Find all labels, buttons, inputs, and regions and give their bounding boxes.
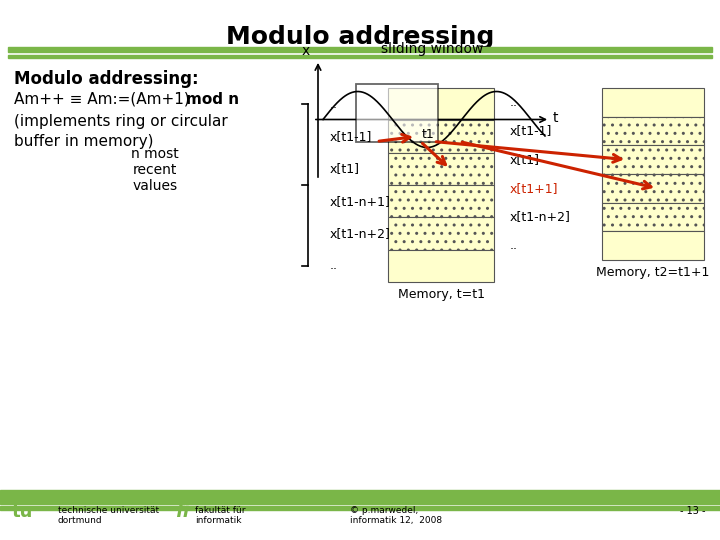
Text: Modulo addressing:: Modulo addressing: <box>14 70 199 88</box>
Text: x[t1]: x[t1] <box>510 153 540 166</box>
Text: ..: .. <box>330 259 338 272</box>
Text: x[t1-1]: x[t1-1] <box>510 125 552 138</box>
Bar <box>8 47 712 52</box>
Text: sliding window: sliding window <box>381 42 484 56</box>
Text: x[t1-n+1]: x[t1-n+1] <box>330 194 391 208</box>
Bar <box>602 145 704 174</box>
Text: t1: t1 <box>422 127 435 140</box>
Text: x: x <box>302 44 310 58</box>
Text: buffer in memory): buffer in memory) <box>14 134 153 149</box>
Text: Memory, t=t1: Memory, t=t1 <box>397 288 485 301</box>
Bar <box>388 185 494 217</box>
Text: ..: .. <box>510 239 518 252</box>
Bar <box>0 506 720 510</box>
Text: Am++ ≡ Am:=(Am+1): Am++ ≡ Am:=(Am+1) <box>14 92 194 107</box>
Bar <box>388 120 494 153</box>
Bar <box>388 249 494 282</box>
Bar <box>602 231 704 260</box>
Bar <box>602 117 704 145</box>
Bar <box>388 153 494 185</box>
Text: - 13 -: - 13 - <box>680 506 706 516</box>
Text: x[t1-1]: x[t1-1] <box>330 130 372 143</box>
Bar <box>602 202 704 231</box>
Bar <box>388 88 494 120</box>
Bar <box>388 217 494 249</box>
Text: ..: .. <box>330 98 338 111</box>
Text: x[t1-n+2]: x[t1-n+2] <box>330 227 391 240</box>
Bar <box>602 88 704 117</box>
Bar <box>8 55 712 58</box>
Text: t: t <box>553 111 559 125</box>
Text: Modulo addressing: Modulo addressing <box>226 25 494 49</box>
Bar <box>602 174 704 202</box>
Text: Memory, t2=t1+1: Memory, t2=t1+1 <box>596 266 710 279</box>
Text: fi: fi <box>175 503 189 521</box>
Text: x[t1+1]: x[t1+1] <box>510 182 559 195</box>
Text: x[t1]: x[t1] <box>330 163 360 176</box>
Text: ..: .. <box>510 96 518 109</box>
Text: © p.marwedel,
informatik 12,  2008: © p.marwedel, informatik 12, 2008 <box>350 506 442 525</box>
Bar <box>0 490 720 504</box>
Bar <box>356 84 438 141</box>
Text: (implements ring or circular: (implements ring or circular <box>14 114 228 129</box>
Text: mod n: mod n <box>186 92 239 107</box>
Text: x[t1-n+2]: x[t1-n+2] <box>510 211 571 224</box>
Text: technische universität
dortmund: technische universität dortmund <box>58 506 159 525</box>
Text: tu: tu <box>12 503 33 521</box>
Text: n most
recent
values: n most recent values <box>131 147 179 193</box>
Text: fakultät für
informatik: fakultät für informatik <box>195 506 246 525</box>
